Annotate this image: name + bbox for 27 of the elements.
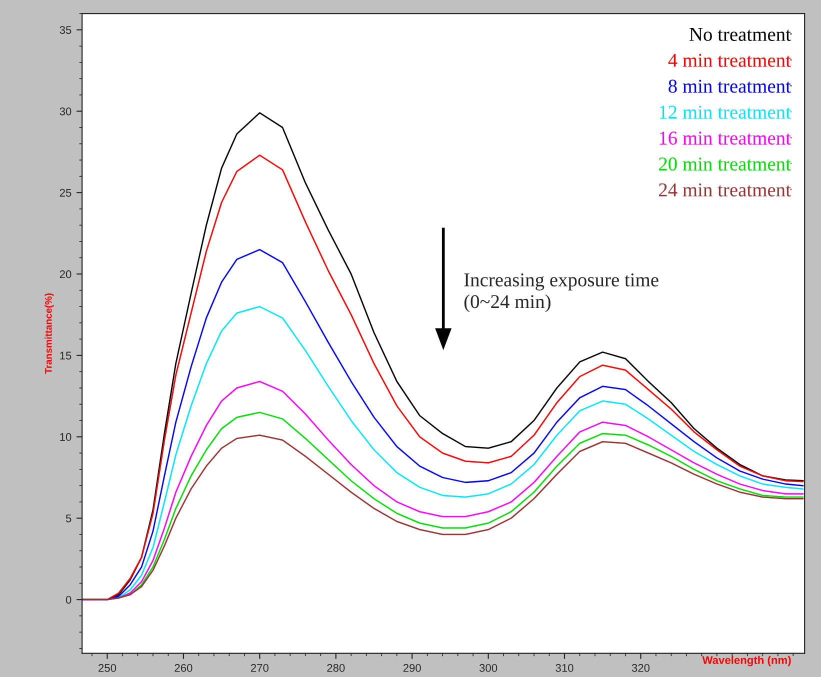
y-tick-label: 30 <box>60 107 72 116</box>
legend-label: 20 min treatment <box>658 157 791 171</box>
legend-label: No treatment <box>689 28 791 41</box>
x-tick-label: 270 <box>250 664 269 672</box>
y-tick-label: 20 <box>60 270 72 278</box>
x-tick-label: 300 <box>479 664 498 672</box>
line-series <box>82 434 804 600</box>
x-tick-label: 250 <box>98 664 116 672</box>
legend-label: 8 min treatment <box>668 80 791 93</box>
legend-label: 4 min treatment <box>668 54 791 67</box>
y-tick-label: 5 <box>66 514 72 522</box>
x-tick-label: 290 <box>403 664 421 672</box>
x-tick-label: 320 <box>632 664 650 672</box>
x-tick-label: 260 <box>174 664 192 672</box>
legend-label: 12 min treatment <box>660 106 791 119</box>
x-axis-title: Wavelength (nm) <box>702 656 791 666</box>
legend-label: 24 min treatment <box>658 183 791 196</box>
y-tick-label: 0 <box>66 596 72 604</box>
y-tick-label: 15 <box>60 352 72 360</box>
legend-label: 16 min treatment <box>660 132 791 145</box>
x-tick-label: 310 <box>556 664 574 672</box>
y-tick-label: 10 <box>60 433 72 441</box>
y-tick-label: 35 <box>60 26 72 34</box>
annotation: Increasing exposure time (0~24 min) <box>464 273 658 312</box>
y-axis-title: Transmittance(%) <box>44 293 54 374</box>
y-tick-label: 25 <box>60 188 72 197</box>
x-tick-label: 280 <box>327 664 345 672</box>
